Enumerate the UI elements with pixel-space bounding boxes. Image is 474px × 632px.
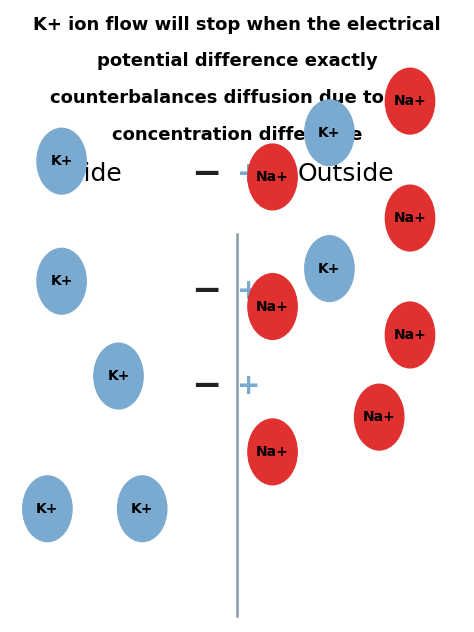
Circle shape <box>385 185 435 251</box>
Circle shape <box>37 128 86 194</box>
Text: Na+: Na+ <box>393 328 427 342</box>
Text: +: + <box>237 372 261 399</box>
Text: concentration difference: concentration difference <box>112 126 362 143</box>
Text: K+: K+ <box>131 502 154 516</box>
Text: Na+: Na+ <box>256 300 289 313</box>
Text: K+: K+ <box>36 502 59 516</box>
Circle shape <box>248 274 297 339</box>
Circle shape <box>37 248 86 314</box>
Circle shape <box>118 476 167 542</box>
Text: −: − <box>191 274 221 308</box>
Circle shape <box>23 476 72 542</box>
Text: potential difference exactly: potential difference exactly <box>97 52 377 70</box>
Text: Outside: Outside <box>298 162 394 186</box>
Text: Inside: Inside <box>48 162 123 186</box>
Circle shape <box>305 236 354 301</box>
Text: K+: K+ <box>318 126 341 140</box>
Circle shape <box>248 144 297 210</box>
Text: Na+: Na+ <box>256 170 289 184</box>
Circle shape <box>385 68 435 134</box>
Text: +: + <box>237 160 261 188</box>
Text: −: − <box>191 157 221 191</box>
Text: +: + <box>237 277 261 305</box>
Text: −: − <box>191 368 221 403</box>
Text: K+: K+ <box>50 154 73 168</box>
Text: Na+: Na+ <box>393 211 427 225</box>
Text: Na+: Na+ <box>393 94 427 108</box>
Circle shape <box>305 100 354 166</box>
Text: counterbalances diffusion due to the: counterbalances diffusion due to the <box>50 89 424 107</box>
Text: Na+: Na+ <box>363 410 396 424</box>
Circle shape <box>248 419 297 485</box>
Text: K+ ion flow will stop when the electrical: K+ ion flow will stop when the electrica… <box>33 16 441 33</box>
Circle shape <box>94 343 143 409</box>
Text: K+: K+ <box>107 369 130 383</box>
Circle shape <box>385 302 435 368</box>
Text: K+: K+ <box>50 274 73 288</box>
Text: Na+: Na+ <box>256 445 289 459</box>
Circle shape <box>355 384 404 450</box>
Text: K+: K+ <box>318 262 341 276</box>
